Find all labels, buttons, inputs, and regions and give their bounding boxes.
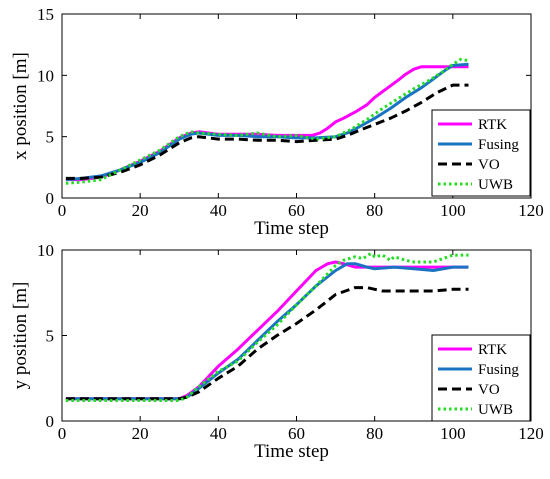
legend-label-uwb: UWB	[478, 402, 513, 418]
series-line-rtk	[65, 65, 469, 182]
x-tick-label: 0	[58, 201, 67, 220]
series-line-uwb	[65, 57, 469, 185]
x-tick-label: 120	[518, 424, 544, 443]
x-position-panel: 0 20 40 60 80 100 120 0 5 10 15 Time step x position…	[10, 5, 544, 239]
legend-label-rtk: RTK	[478, 342, 507, 358]
series-line-uwb	[65, 251, 469, 402]
x-axis-label: Time step	[254, 218, 329, 239]
legend-label-fusing: Fusing	[478, 137, 519, 153]
legend: RTK Fusing VO UWB	[431, 334, 531, 422]
x-tick-label: 80	[366, 201, 383, 220]
x-tick-label: 20	[132, 201, 149, 220]
y-tick-label: 10	[37, 66, 54, 85]
y-tick-label: 0	[46, 412, 55, 431]
x-tick-label: 80	[366, 424, 383, 443]
series-line-vo	[65, 286, 469, 401]
x-tick-label: 40	[210, 424, 227, 443]
series-line-vo	[65, 83, 469, 180]
y-tick-label: 5	[46, 128, 55, 147]
y-tick-label: 5	[46, 327, 55, 346]
x-tick-label: 40	[210, 201, 227, 220]
x-tick-label: 60	[288, 201, 305, 220]
y-tick-label: 15	[37, 5, 54, 24]
series-line-fusing	[65, 62, 469, 182]
legend: RTK Fusing VO UWB	[431, 109, 531, 197]
x-tick-label: 60	[288, 424, 305, 443]
x-tick-label: 20	[132, 424, 149, 443]
x-tick-label: 100	[440, 424, 466, 443]
y-axis-label: x position [m]	[10, 52, 31, 160]
x-tick-label: 120	[518, 201, 544, 220]
legend-label-uwb: UWB	[478, 177, 513, 193]
y-tick-label: 0	[46, 189, 55, 208]
x-tick-label: 100	[440, 201, 466, 220]
y-axis-label: y position [m]	[10, 282, 31, 390]
x-axis-label: Time step	[254, 441, 329, 462]
legend-label-vo: VO	[478, 382, 500, 398]
legend-label-rtk: RTK	[478, 117, 507, 133]
legend-label-vo: VO	[478, 157, 500, 173]
legend-label-fusing: Fusing	[478, 362, 519, 378]
y-position-panel: 0 20 40 60 80 100 120 0 5 10 Time step y position […	[10, 241, 544, 462]
series-line-fusing	[65, 262, 469, 401]
x-tick-label: 0	[58, 424, 67, 443]
y-tick-label: 10	[37, 241, 54, 260]
